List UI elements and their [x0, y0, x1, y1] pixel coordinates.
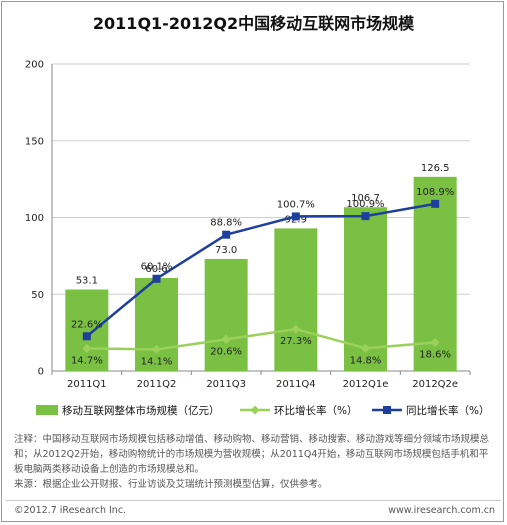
x-tick-label: 2012Q2e — [412, 379, 458, 390]
bar-value-label: 60.6 — [145, 264, 167, 275]
qoq-marker — [361, 343, 370, 353]
legend-yoy-label: 同比增长率（%） — [406, 404, 489, 417]
x-tick-label: 2011Q3 — [206, 379, 246, 390]
x-tick-label: 2011Q2 — [137, 379, 177, 390]
website-text: www.iresearch.com.cn — [388, 505, 495, 516]
qoq-marker — [152, 344, 161, 354]
qoq-value-label: 27.3% — [280, 336, 312, 347]
yoy-value-label: 88.8% — [210, 218, 242, 229]
legend-qoq-marker — [250, 405, 260, 415]
qoq-marker — [430, 337, 440, 347]
qoq-value-label: 14.8% — [350, 355, 382, 366]
yoy-marker — [152, 274, 161, 283]
y-tick-label: 0 — [38, 367, 44, 378]
legend-yoy-marker — [383, 406, 391, 414]
qoq-value-label: 20.6% — [210, 346, 242, 357]
qoq-growth-line — [86, 327, 436, 351]
bar — [204, 258, 248, 371]
yoy-marker — [361, 212, 370, 221]
x-tick-label: 2011Q4 — [276, 379, 316, 390]
yoy-growth-line — [86, 202, 436, 338]
bar — [135, 277, 178, 371]
qoq-value-label: 18.6% — [419, 349, 451, 360]
yoy-value-label: 60.1% — [141, 262, 173, 273]
qoq-marker — [221, 334, 231, 344]
yoy-value-label: 22.6% — [71, 319, 103, 330]
footer-divider — [6, 500, 501, 501]
legend-bar-swatch — [36, 405, 58, 415]
bar-value-label: 53.1 — [76, 275, 98, 286]
yoy-marker — [431, 199, 440, 208]
copyright-text: ©2012.7 iResearch Inc. — [14, 505, 127, 516]
note-annotation: 注释：中国移动互联网市场规模包括移动增值、移动购物、移动营销、移动搜索、移动游戏… — [14, 434, 490, 475]
qoq-value-label: 14.1% — [141, 356, 173, 367]
bar — [65, 289, 109, 371]
legend-qoq-label: 环比增长率（%） — [274, 404, 357, 417]
bar-value-label: 106.7 — [351, 193, 380, 204]
yoy-value-label: 100.7% — [277, 199, 315, 210]
y-tick-label: 150 — [25, 136, 44, 147]
yoy-marker — [291, 212, 300, 221]
note-source: 来源：根据企业公开财报、行业访谈及艾瑞统计预测模型估算，仅供参考。 — [14, 479, 328, 490]
yoy-value-label: 100.9% — [346, 199, 384, 210]
notes: 注释：中国移动互联网市场规模包括移动增值、移动购物、移动营销、移动搜索、移动游戏… — [14, 432, 496, 492]
yoy-marker — [222, 230, 231, 239]
bar — [274, 228, 318, 371]
x-tick-label: 2011Q1 — [67, 379, 107, 390]
chart-svg: 0 50 100 150 200 2011Q1 2011Q2 2011Q3 2011Q4 2012… — [25, 60, 490, 418]
qoq-value-label: 14.7% — [71, 355, 103, 366]
y-tick-label: 100 — [25, 213, 44, 224]
bar-value-label: 126.5 — [421, 163, 450, 174]
yoy-marker — [82, 332, 91, 341]
qoq-marker — [291, 324, 301, 334]
qoq-marker — [82, 343, 92, 353]
bar-value-label: 73.0 — [215, 245, 237, 256]
y-tick-label: 50 — [31, 290, 44, 301]
chart-title: 2011Q1-2012Q2中国移动互联网市场规模 — [92, 14, 415, 33]
yoy-value-label: 108.9% — [416, 187, 454, 198]
y-tick-label: 200 — [25, 60, 44, 71]
x-tick-label: 2012Q1e — [343, 379, 389, 390]
legend-bar-label: 移动互联网整体市场规模（亿元） — [62, 404, 220, 417]
